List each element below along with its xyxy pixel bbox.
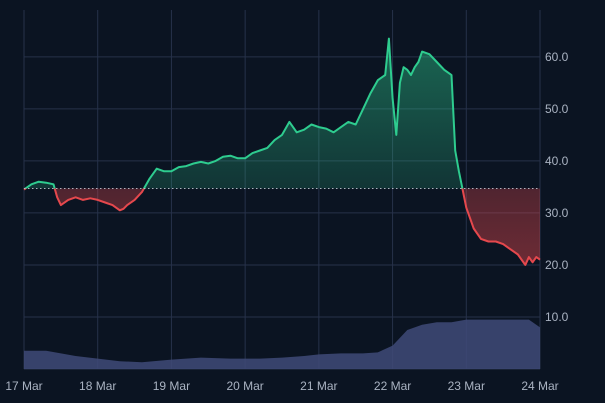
y-tick-label: 60.0 xyxy=(545,50,569,64)
price-line-below xyxy=(23,188,541,266)
price-area-below xyxy=(24,188,540,265)
y-tick-label: 50.0 xyxy=(545,102,569,116)
y-tick-label: 30.0 xyxy=(545,206,569,220)
y-tick-label: 20.0 xyxy=(545,258,569,272)
x-tick-label: 17 Mar xyxy=(5,379,42,393)
x-tick-label: 23 Mar xyxy=(448,379,485,393)
price-line-above xyxy=(23,37,464,189)
x-tick-label: 18 Mar xyxy=(79,379,116,393)
y-tick-label: 10.0 xyxy=(545,310,569,324)
price-area-above xyxy=(25,38,463,189)
y-tick-label: 40.0 xyxy=(545,154,569,168)
x-tick-label: 21 Mar xyxy=(300,379,337,393)
x-tick-label: 19 Mar xyxy=(153,379,190,393)
x-tick-label: 24 Mar xyxy=(521,379,558,393)
x-tick-label: 20 Mar xyxy=(226,379,263,393)
volume-area xyxy=(24,319,540,369)
x-tick-label: 22 Mar xyxy=(374,379,411,393)
